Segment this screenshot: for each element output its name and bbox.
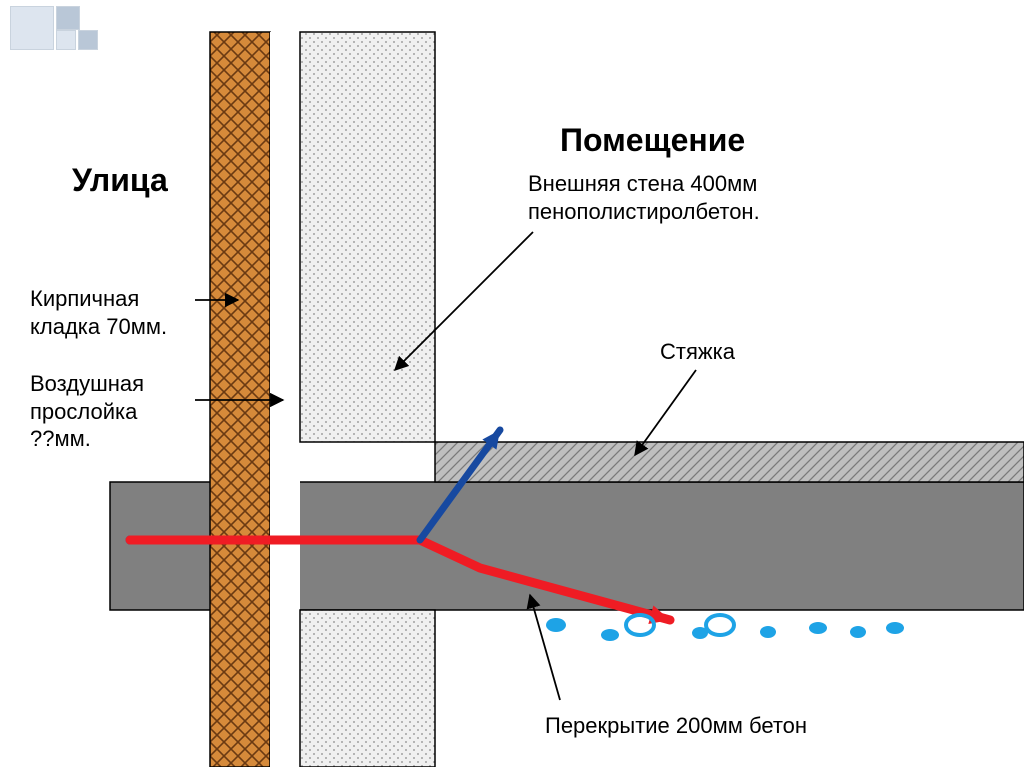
- droplet: [601, 629, 619, 641]
- diagram-stage: Улица Помещение Кирпичная кладка 70мм. В…: [0, 0, 1024, 767]
- air-gap-label: Воздушная прослойка ??мм.: [30, 370, 144, 453]
- screed-label: Стяжка: [660, 338, 735, 366]
- room-label: Помещение: [560, 120, 745, 160]
- droplet: [850, 626, 866, 638]
- condensation-drops: [546, 615, 904, 641]
- droplet: [760, 626, 776, 638]
- insulated-wall-lower: [300, 610, 435, 767]
- wall-label: Внешняя стена 400мм пенополистиролбетон.: [528, 170, 760, 225]
- droplet: [546, 618, 566, 632]
- brick-label: Кирпичная кладка 70мм.: [30, 285, 167, 340]
- diagram-canvas: [0, 0, 1024, 767]
- droplet: [626, 615, 654, 635]
- droplet: [809, 622, 827, 634]
- insulated-wall-upper: [300, 32, 435, 442]
- droplet: [886, 622, 904, 634]
- slab-label: Перекрытие 200мм бетон: [545, 712, 807, 740]
- droplet: [706, 615, 734, 635]
- screed-layer: [435, 442, 1024, 482]
- street-label: Улица: [72, 160, 168, 200]
